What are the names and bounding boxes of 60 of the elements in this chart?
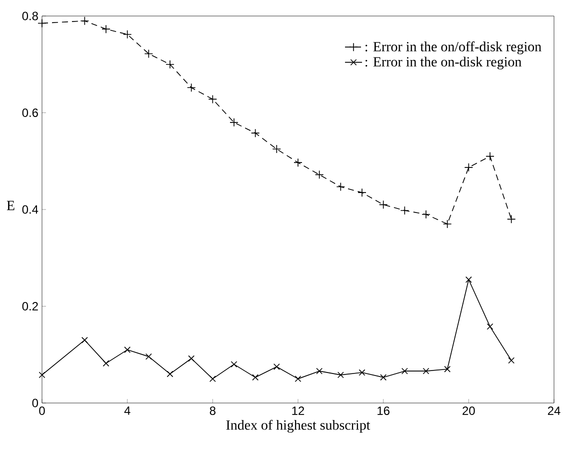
point (208, 94, 218, 104)
point (316, 368, 323, 374)
point (81, 336, 88, 344)
x-tick-label: 24 (548, 406, 560, 415)
point (80, 16, 90, 26)
point (102, 24, 110, 34)
point (294, 158, 302, 167)
point (401, 368, 408, 374)
point (209, 376, 216, 382)
y-axis-title: E (6, 200, 14, 210)
point (506, 214, 516, 224)
y-tick-label: 0.8 (22, 12, 38, 20)
point (337, 372, 344, 378)
y-tick-label: 0.4 (22, 205, 38, 214)
point (465, 276, 472, 283)
point (145, 353, 152, 360)
y-tick-label: 0.2 (22, 302, 38, 310)
point (508, 357, 515, 364)
point (378, 200, 388, 210)
point (422, 210, 430, 219)
x-axis-title: Index of highest subscript (226, 420, 370, 433)
point (230, 118, 238, 127)
legend-label: : Error in the on/off-disk region (366, 41, 542, 54)
point (186, 83, 196, 92)
point (358, 188, 366, 197)
point (273, 363, 280, 370)
point (314, 170, 324, 180)
point (166, 370, 174, 378)
point (272, 144, 282, 154)
point (400, 206, 410, 215)
point (102, 360, 110, 367)
point (122, 30, 132, 39)
y-tick-label: 0 (32, 398, 38, 408)
x-tick-label: 0 (39, 406, 45, 415)
point (442, 220, 452, 228)
point (38, 372, 46, 378)
point (380, 374, 387, 381)
x-tick-label: 16 (378, 406, 390, 415)
point (250, 128, 260, 138)
point (358, 369, 366, 376)
point (444, 366, 451, 372)
point (230, 361, 238, 368)
point (294, 376, 302, 382)
point (336, 182, 346, 192)
point (464, 163, 474, 172)
x-tick-label: 8 (210, 406, 216, 415)
point (252, 374, 259, 381)
point (188, 355, 195, 362)
point (486, 152, 494, 161)
y-tick-label: 0.6 (22, 108, 38, 117)
point (124, 346, 131, 354)
legend-label: : Error in the on-disk region (366, 56, 522, 70)
point (422, 368, 430, 374)
x-tick-label: 12 (292, 406, 304, 415)
point (166, 60, 174, 69)
point (144, 49, 154, 58)
x-tick-label: 20 (462, 406, 475, 415)
point (38, 18, 46, 28)
x-tick-label: 4 (124, 406, 130, 415)
point (486, 323, 494, 330)
